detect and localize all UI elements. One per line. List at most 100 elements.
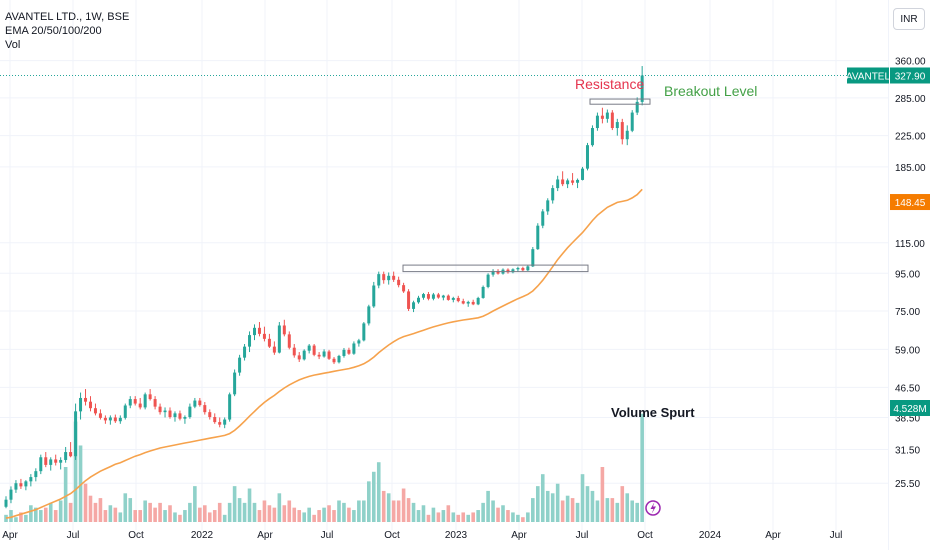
candle-body[interactable] (69, 452, 73, 457)
candle-body[interactable] (431, 294, 435, 299)
candle-body[interactable] (382, 274, 386, 281)
candle-body[interactable] (307, 345, 311, 351)
candle-body[interactable] (402, 285, 406, 292)
candle-body[interactable] (277, 325, 281, 353)
candle-body[interactable] (352, 343, 356, 354)
candle-body[interactable] (506, 269, 510, 273)
candle-body[interactable] (292, 347, 296, 356)
candle-body[interactable] (337, 355, 341, 363)
candle-body[interactable] (148, 394, 152, 400)
candle-body[interactable] (576, 179, 580, 183)
candle-body[interactable] (9, 489, 13, 500)
candle-body[interactable] (297, 355, 301, 360)
candle-body[interactable] (103, 417, 107, 421)
candle-body[interactable] (590, 128, 594, 146)
candle-body[interactable] (541, 211, 545, 226)
candle-body[interactable] (257, 327, 261, 334)
candle-body[interactable] (213, 417, 217, 423)
candle-body[interactable] (44, 457, 48, 465)
candle-body[interactable] (466, 301, 470, 304)
ema-indicator-label[interactable]: EMA 20/50/100/200 (5, 25, 102, 37)
candle-body[interactable] (595, 115, 599, 129)
candle-body[interactable] (521, 267, 525, 271)
resistance-zone[interactable] (589, 98, 651, 105)
currency-button[interactable]: INR (893, 8, 925, 30)
candle-body[interactable] (64, 452, 68, 460)
candle-body[interactable] (605, 112, 609, 119)
candle-body[interactable] (342, 349, 346, 356)
candle-body[interactable] (531, 249, 535, 267)
candle-body[interactable] (173, 413, 177, 418)
candle-body[interactable] (123, 405, 127, 418)
candle-body[interactable] (387, 275, 391, 281)
breakout-level-label[interactable]: Breakout Level (664, 83, 757, 99)
candle-body[interactable] (327, 351, 331, 359)
candle-body[interactable] (113, 417, 117, 422)
candle-body[interactable] (491, 270, 495, 275)
candle-body[interactable] (302, 350, 306, 360)
support-zone[interactable] (402, 264, 589, 273)
candle-body[interactable] (74, 411, 78, 457)
candle-body[interactable] (556, 179, 560, 189)
candle-body[interactable] (272, 346, 276, 353)
candle-body[interactable] (392, 275, 396, 280)
candle-body[interactable] (282, 325, 286, 335)
volume-value-badge[interactable] (890, 400, 930, 416)
candle-body[interactable] (397, 279, 401, 286)
candle-body[interactable] (635, 101, 639, 113)
candle-body[interactable] (441, 295, 445, 298)
candle-body[interactable] (54, 459, 58, 463)
candle-body[interactable] (461, 301, 465, 304)
candle-body[interactable] (198, 400, 202, 406)
candle-body[interactable] (39, 457, 43, 472)
candle-body[interactable] (571, 180, 575, 183)
candle-body[interactable] (98, 413, 102, 418)
candle-body[interactable] (19, 483, 23, 487)
candle-body[interactable] (218, 422, 222, 425)
candle-body[interactable] (24, 481, 28, 487)
candle-body[interactable] (362, 323, 366, 341)
candle-body[interactable] (511, 269, 515, 273)
candle-body[interactable] (377, 274, 381, 286)
candle-body[interactable] (566, 180, 570, 185)
candle-body[interactable] (238, 357, 242, 373)
candle-body[interactable] (561, 179, 565, 185)
candle-body[interactable] (4, 499, 8, 507)
candle-body[interactable] (178, 413, 182, 419)
candle-body[interactable] (486, 274, 490, 287)
candle-body[interactable] (581, 168, 585, 180)
candle-body[interactable] (158, 406, 162, 413)
candle-body[interactable] (536, 225, 540, 250)
candle-body[interactable] (322, 351, 326, 357)
candle-body[interactable] (108, 417, 112, 421)
candle-body[interactable] (610, 112, 614, 129)
candle-body[interactable] (34, 471, 38, 478)
candle-body[interactable] (163, 410, 167, 413)
candle-body[interactable] (233, 372, 237, 395)
candle-body[interactable] (372, 285, 376, 307)
candle-body[interactable] (347, 349, 351, 354)
candle-body[interactable] (14, 483, 18, 490)
candle-body[interactable] (138, 403, 142, 408)
candle-body[interactable] (188, 406, 192, 418)
candle-body[interactable] (88, 401, 92, 409)
candle-body[interactable] (456, 297, 460, 302)
candle-body[interactable] (243, 346, 247, 358)
candle-body[interactable] (262, 333, 266, 339)
candle-body[interactable] (357, 340, 361, 344)
candle-body[interactable] (620, 122, 624, 140)
candle-body[interactable] (451, 297, 455, 300)
symbol-title[interactable]: AVANTEL LTD., 1W, BSE (5, 11, 130, 23)
ema-value-badge[interactable] (890, 194, 930, 211)
candle-body[interactable] (29, 477, 33, 482)
candle-body[interactable] (79, 397, 83, 412)
resistance-label[interactable]: Resistance (575, 76, 644, 92)
last-price-badge[interactable] (890, 67, 930, 84)
volume-indicator-label[interactable]: Vol (5, 39, 21, 51)
candle-body[interactable] (193, 400, 197, 407)
candle-body[interactable] (436, 294, 440, 298)
candle-body[interactable] (516, 267, 520, 270)
candle-body[interactable] (546, 200, 550, 212)
candle-body[interactable] (630, 112, 634, 131)
